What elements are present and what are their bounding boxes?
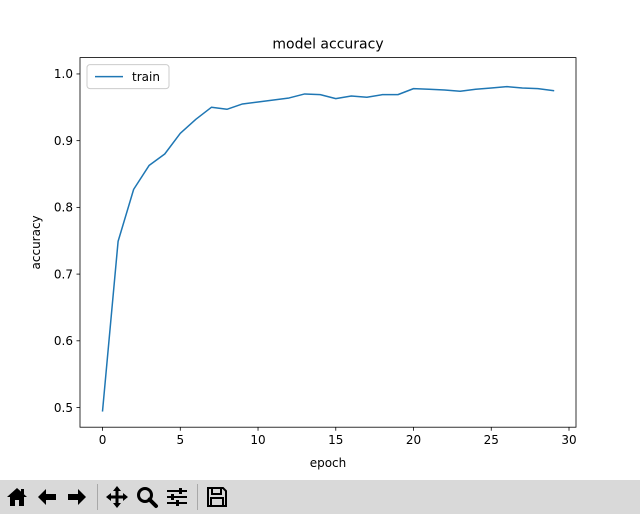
pan-move-icon bbox=[106, 486, 128, 508]
x-tick-label: 20 bbox=[406, 433, 421, 447]
chart-title: model accuracy bbox=[272, 37, 383, 53]
zoom-button[interactable] bbox=[133, 483, 161, 511]
configure-subplots-icon bbox=[167, 488, 187, 506]
legend-label: train bbox=[132, 70, 160, 84]
forward-arrow-icon bbox=[68, 489, 86, 505]
legend-box bbox=[86, 64, 170, 90]
chart: model accuracy 0 5 10 15 20 25 30 0.5 0.6 0.7 0.8 0.… bbox=[29, 37, 577, 471]
back-arrow-icon bbox=[38, 489, 56, 505]
y-tick-label: 0.5 bbox=[54, 401, 73, 415]
zoom-magnifier-icon bbox=[137, 487, 158, 508]
configure-subplots-button[interactable] bbox=[163, 483, 191, 511]
y-tick-label: 0.6 bbox=[54, 334, 73, 348]
figure-canvas: model accuracy 0 5 10 15 20 25 30 0.5 0.6 0.7 0.8 0.… bbox=[29, 36, 577, 471]
plot-area-frame bbox=[79, 57, 577, 428]
x-tick-label: 0 bbox=[99, 433, 107, 447]
y-tick-label: 1.0 bbox=[54, 67, 73, 81]
series-line-train bbox=[101, 85, 555, 412]
pan-button[interactable] bbox=[103, 483, 131, 511]
x-tick-label: 5 bbox=[176, 433, 184, 447]
x-tick-label: 15 bbox=[328, 433, 343, 447]
home-button[interactable] bbox=[3, 483, 31, 511]
save-button[interactable] bbox=[203, 483, 231, 511]
y-tick-label: 0.8 bbox=[54, 201, 73, 215]
back-button[interactable] bbox=[33, 483, 61, 511]
navigation-toolbar bbox=[0, 480, 640, 514]
y-tick-label: 0.9 bbox=[54, 134, 73, 148]
toolbar-separator bbox=[197, 484, 198, 510]
forward-button[interactable] bbox=[63, 483, 91, 511]
x-axis-label: epoch bbox=[310, 456, 347, 470]
y-axis-label: accuracy bbox=[29, 215, 43, 269]
save-floppy-icon bbox=[207, 487, 227, 507]
x-tick-label: 30 bbox=[561, 433, 576, 447]
x-tick-label: 10 bbox=[250, 433, 265, 447]
y-tick-label: 0.7 bbox=[54, 267, 73, 281]
home-icon bbox=[7, 488, 27, 506]
toolbar-separator bbox=[97, 484, 98, 510]
x-tick-label: 25 bbox=[484, 433, 499, 447]
